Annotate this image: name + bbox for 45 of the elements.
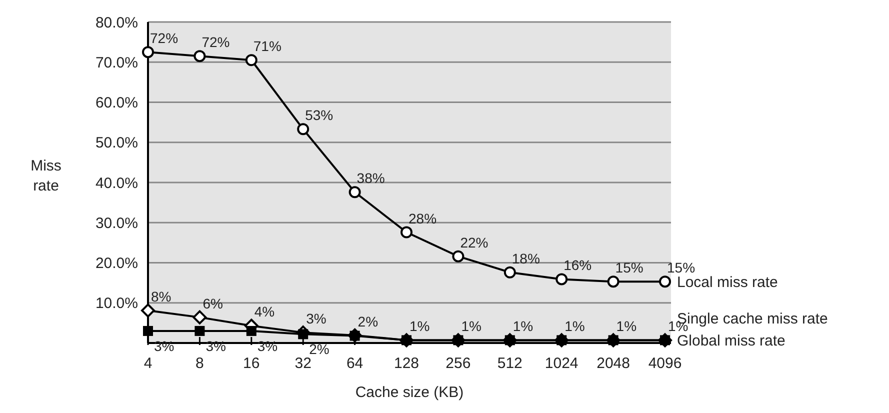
data-label: 1% <box>512 318 534 334</box>
y-tick-label: 20.0% <box>95 255 138 272</box>
data-label: 1% <box>616 318 637 334</box>
x-tick-label: 32 <box>294 355 312 372</box>
data-label: 22% <box>460 234 488 250</box>
y-tick-label: 10.0% <box>95 295 138 312</box>
data-label: 72% <box>202 34 230 50</box>
data-label: 15% <box>667 260 696 276</box>
y-tick-label: 80.0% <box>95 14 138 32</box>
x-tick-label: 2048 <box>596 355 630 372</box>
data-label: 71% <box>253 38 282 54</box>
data-label: 1% <box>564 318 585 334</box>
x-tick-label: 4 <box>144 355 152 372</box>
x-tick-label: 16 <box>243 355 260 372</box>
y-tick-label: 70.0% <box>95 54 138 72</box>
data-label: 72% <box>150 30 178 46</box>
data-label: 53% <box>305 107 334 124</box>
y-tick-label: 60.0% <box>95 94 138 112</box>
y-tick-label: 40.0% <box>95 174 138 192</box>
x-tick-label: 64 <box>346 355 364 372</box>
data-label: 18% <box>512 250 540 266</box>
x-tick-label: 512 <box>497 355 522 372</box>
data-label: 3% <box>306 310 326 327</box>
data-label: 28% <box>408 210 437 226</box>
data-label: 1% <box>410 318 430 334</box>
y-tick-label: 30.0% <box>95 214 138 232</box>
x-tick-label: 8 <box>196 355 204 372</box>
x-tick-label: 128 <box>394 355 420 372</box>
series-label: Local miss rate <box>677 274 778 291</box>
x-tick-label: 1024 <box>544 355 578 372</box>
data-label: 2% <box>309 341 330 358</box>
data-label: 2% <box>358 313 378 330</box>
data-label: 38% <box>356 170 385 186</box>
data-label: 4% <box>254 304 275 320</box>
data-label: 6% <box>202 295 223 312</box>
x-axis-title: Cache size (KB) <box>355 384 464 401</box>
data-label: 1% <box>461 318 482 334</box>
x-tick-label: 256 <box>446 355 471 372</box>
series-label: Global miss rate <box>677 332 786 350</box>
x-tick-label: 4096 <box>648 355 682 372</box>
data-label: 8% <box>151 288 172 304</box>
data-label: 15% <box>615 260 644 276</box>
data-label: 16% <box>564 257 592 274</box>
y-tick-label: 50.0% <box>95 134 138 152</box>
y-axis-title: Miss rate <box>30 158 62 194</box>
